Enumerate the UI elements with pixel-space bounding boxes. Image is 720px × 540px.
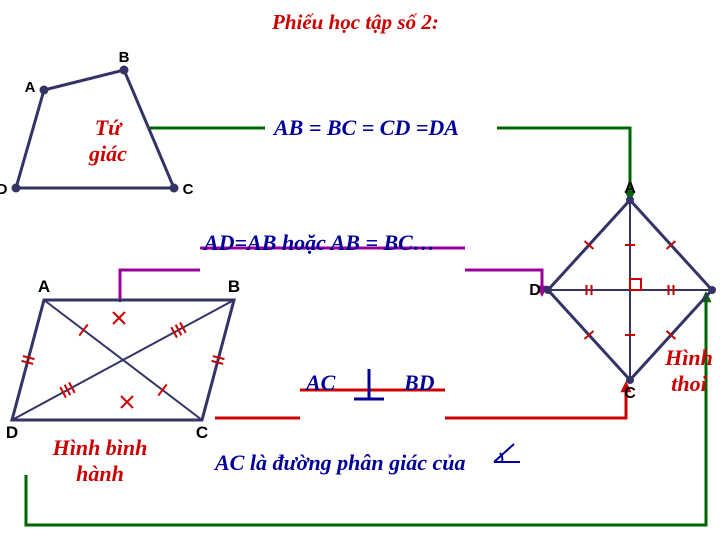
svg-text:D: D <box>0 181 8 198</box>
svg-text:C: C <box>196 423 208 442</box>
parallelogram-abcd: A B C D <box>6 277 240 442</box>
svg-text:A: A <box>38 277 50 296</box>
perpendicular-symbol <box>354 369 384 399</box>
condition-3-right: BD <box>404 370 435 396</box>
label-tu-giac: Tứ giác <box>78 115 138 167</box>
worksheet-title: Phiếu học tập số 2: <box>272 10 439 35</box>
angle-symbol <box>494 444 520 462</box>
svg-text:D: D <box>6 423 18 442</box>
svg-text:B: B <box>228 277 240 296</box>
svg-text:B: B <box>119 49 130 66</box>
condition-4-text: AC là đường phân giác của <box>215 450 466 476</box>
arrow-cond2 <box>120 248 548 302</box>
label-hinh-thoi: Hình thoi <box>659 345 719 397</box>
arrow-cond4 <box>26 291 712 525</box>
condition-3-left: AC <box>306 370 335 396</box>
svg-text:D: D <box>529 282 541 299</box>
label-hinh-binh-hanh: Hình bình hành <box>40 435 160 487</box>
condition-1-text: AB = BC = CD =DA <box>274 115 459 141</box>
svg-text:C: C <box>624 385 636 402</box>
svg-text:C: C <box>183 181 194 198</box>
svg-text:A: A <box>624 180 636 197</box>
condition-2-text: AD=AB hoặc AB = BC… <box>204 230 435 256</box>
svg-text:A: A <box>25 79 36 96</box>
